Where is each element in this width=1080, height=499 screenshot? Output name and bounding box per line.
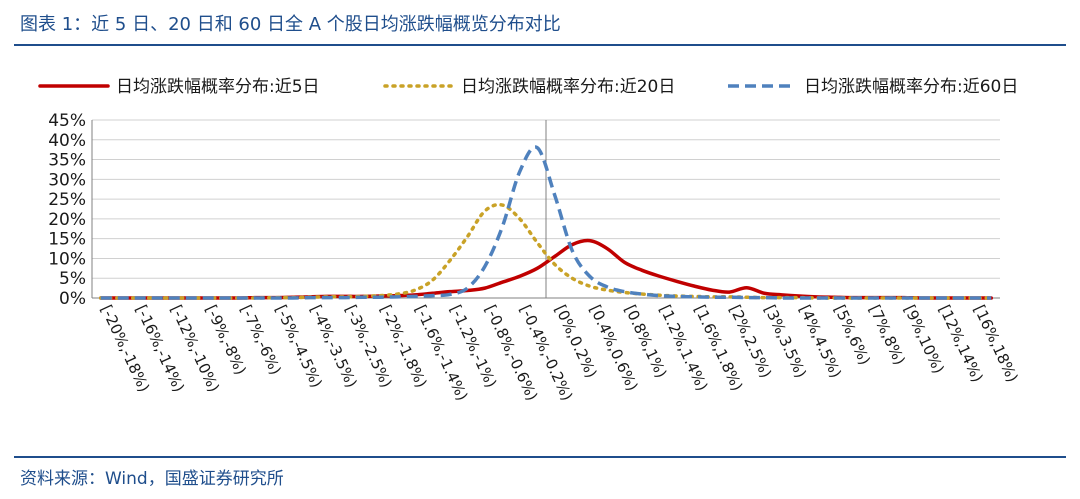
y-tick-label: 20% (48, 210, 86, 230)
chart-figure-title: 图表 1：近 5 日、20 日和 60 日全 A 个股日均涨跌幅概览分布对比 (20, 14, 561, 35)
axes (91, 120, 1000, 299)
source-note: 资料来源：Wind，国盛证券研究所 (20, 469, 284, 489)
chart-header: 图表 1：近 5 日、20 日和 60 日全 A 个股日均涨跌幅概览分布对比 (0, 0, 1080, 46)
y-tick-label: 40% (48, 131, 86, 151)
y-tick-label: 45% (48, 111, 86, 131)
chart-legend: 日均涨跌幅概率分布:近5日 日均涨跌幅概率分布:近20日 日均涨跌幅概率分布:近60… (38, 77, 1018, 97)
y-axis-ticks: 0%5%10%15%20%25%30%35%40%45% (48, 111, 86, 309)
y-tick-label: 35% (48, 151, 86, 171)
y-tick-label: 5% (59, 269, 86, 289)
legend-label-2: 日均涨跌幅概率分布:近20日 (461, 77, 675, 97)
y-tick-label: 15% (48, 230, 86, 250)
series-lines (98, 145, 994, 300)
chart-footer: 资料来源：Wind，国盛证券研究所 (0, 456, 1080, 499)
x-axis-ticks: [-20%,-18%)[-16%,-14%)[-12%,-10%)[-9%,-8… (97, 302, 1022, 403)
y-tick-label: 10% (48, 249, 86, 269)
y-tick-label: 0% (59, 289, 86, 309)
footer-rule (14, 456, 1066, 458)
header-rule (14, 44, 1066, 46)
legend-label-3: 日均涨跌幅概率分布:近60日 (804, 77, 1018, 97)
series-line-3 (100, 145, 992, 300)
y-tick-label: 30% (48, 170, 86, 190)
y-tick-label: 25% (48, 190, 86, 210)
distribution-line-chart: 日均涨跌幅概率分布:近5日 日均涨跌幅概率分布:近20日 日均涨跌幅概率分布:近60… (38, 77, 1022, 404)
legend-label-1: 日均涨跌幅概率分布:近5日 (116, 77, 320, 97)
